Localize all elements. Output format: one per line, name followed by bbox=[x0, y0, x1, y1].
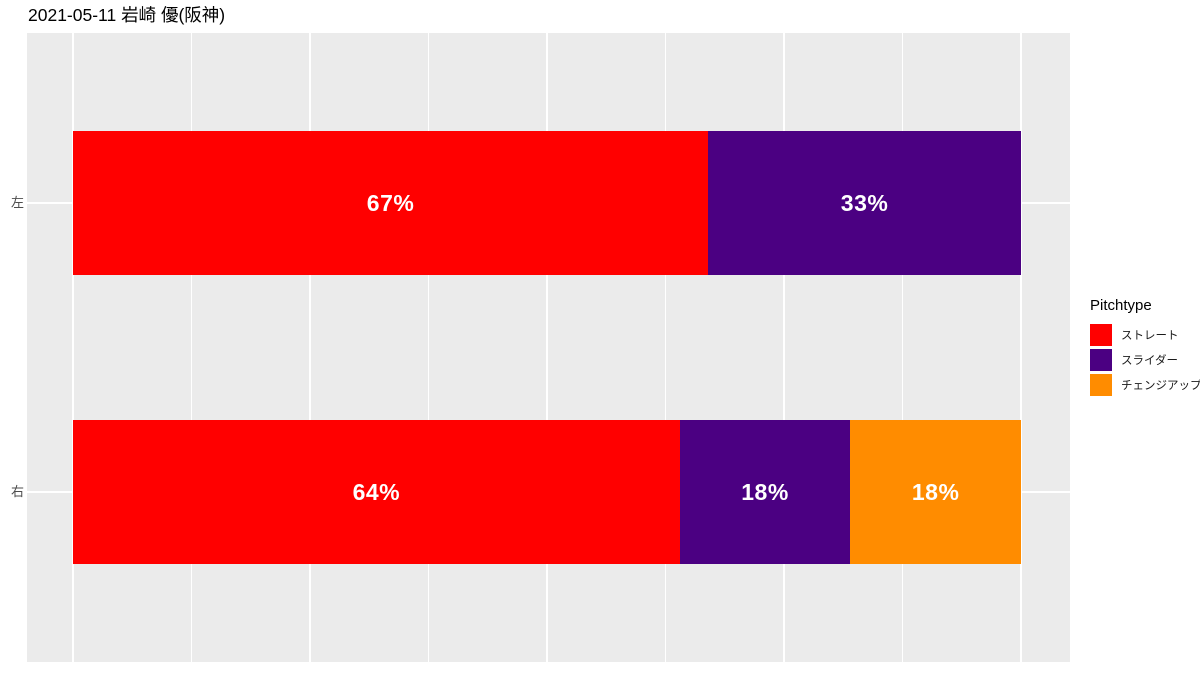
legend-swatch bbox=[1090, 349, 1112, 371]
legend-swatch bbox=[1090, 324, 1112, 346]
bar-value-label: 18% bbox=[741, 478, 789, 505]
legend-label: チェンジアップ bbox=[1121, 380, 1200, 392]
legend-label: スライダー bbox=[1121, 355, 1179, 367]
minor-gridline bbox=[190, 33, 193, 662]
legend-item: チェンジアップ bbox=[1090, 374, 1200, 396]
minor-gridline bbox=[901, 33, 904, 662]
legend-label: ストレート bbox=[1121, 330, 1179, 342]
legend: Pitchtype ストレートスライダーチェンジアップ bbox=[1090, 297, 1200, 399]
minor-gridline bbox=[427, 33, 430, 662]
major-gridline bbox=[309, 33, 311, 662]
bar-segment: 67% bbox=[73, 131, 709, 275]
y-axis-label: 右 bbox=[10, 484, 24, 499]
bar-value-label: 64% bbox=[352, 478, 401, 505]
bar-segment: 18% bbox=[850, 420, 1021, 564]
major-gridline bbox=[783, 33, 785, 662]
bar-value-label: 67% bbox=[366, 189, 415, 216]
legend-item: ストレート bbox=[1090, 324, 1200, 346]
legend-title: Pitchtype bbox=[1090, 297, 1152, 314]
bar-segment: 64% bbox=[73, 420, 680, 564]
major-gridline bbox=[546, 33, 548, 662]
legend-item: スライダー bbox=[1090, 349, 1200, 371]
major-gridline bbox=[1020, 33, 1022, 662]
legend-swatch bbox=[1090, 374, 1112, 396]
bar-value-label: 18% bbox=[911, 478, 960, 505]
chart-title: 2021-05-11 岩崎 優(阪神) bbox=[28, 5, 226, 25]
bar-value-label: 33% bbox=[840, 189, 889, 216]
legend-items: ストレートスライダーチェンジアップ bbox=[1090, 324, 1200, 396]
y-axis-label: 左 bbox=[10, 195, 24, 210]
bar-segment: 33% bbox=[708, 131, 1021, 275]
minor-gridline bbox=[664, 33, 667, 662]
plot-panel: 67% 33% 64% 18% 18% bbox=[27, 33, 1070, 662]
bar-segment: 18% bbox=[679, 420, 851, 564]
major-gridline bbox=[72, 33, 74, 662]
